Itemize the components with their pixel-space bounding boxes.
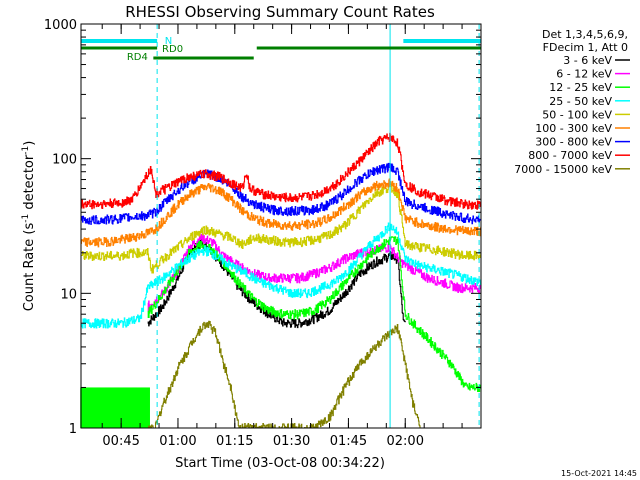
x-tick-label: 02:00 — [387, 434, 424, 449]
y-axis-title-main: Count Rate (s — [22, 223, 37, 312]
legend-entry-label: 25 - 50 keV — [549, 95, 612, 108]
x-tick-label: 01:15 — [216, 434, 253, 449]
x-tick-label: 00:45 — [102, 434, 139, 449]
x-tick-label: 01:30 — [273, 434, 310, 449]
y-tick-label: 1000 — [44, 18, 77, 33]
series-line — [147, 233, 482, 312]
chart-title: RHESSI Observing Summary Count Rates — [125, 3, 435, 21]
flag-label-rd0: RD0 — [162, 44, 183, 55]
y-tick-label: 100 — [52, 153, 77, 168]
series-line — [80, 182, 482, 274]
legend-header-line: Det 1,3,4,5,6,9, — [542, 28, 628, 41]
y-axis-title: Count Rate (s-1 detector-1) — [21, 141, 37, 312]
series-12-25-kev — [147, 236, 482, 392]
y-tick-label: 10 — [60, 287, 77, 302]
y-axis-title-mid: detector — [22, 154, 37, 214]
series-800-7000-kev — [80, 132, 482, 210]
series-7000-15000-kev — [147, 320, 421, 429]
series-100-300-kev — [80, 178, 482, 248]
y-tick-label: 1 — [69, 422, 77, 437]
x-tick-label: 01:00 — [159, 434, 196, 449]
x-tick-label: 01:45 — [330, 434, 367, 449]
legend: Det 1,3,4,5,6,9,FDecim 1, Att 03 - 6 keV… — [514, 28, 630, 176]
plot-frame — [80, 23, 482, 429]
legend-entry-label: 3 - 6 keV — [563, 54, 612, 67]
legend-entry-label: 12 - 25 keV — [549, 81, 612, 94]
series-line — [80, 222, 482, 329]
series-line — [147, 236, 482, 392]
series-6-12-kev — [147, 233, 482, 312]
x-axis-title: Start Time (03-Oct-08 00:34:22) — [175, 456, 385, 471]
legend-header-line: FDecim 1, Att 0 — [543, 41, 628, 54]
series-50-100-kev — [80, 182, 482, 274]
legend-entry-label: 100 - 300 keV — [535, 122, 612, 135]
legend-entry-label: 7000 - 15000 keV — [514, 163, 612, 176]
legend-entry-label: 6 - 12 keV — [556, 68, 612, 81]
timestamp: 15-Oct-2021 14:45 — [561, 469, 637, 478]
series-line — [147, 320, 421, 429]
series-300-800-kev — [80, 162, 482, 225]
low-count-hatch — [80, 387, 150, 428]
series-25-50-kev — [80, 222, 482, 329]
series-line — [80, 162, 482, 225]
flag-label-rd4: RD4 — [127, 52, 148, 63]
axes: 1 10 100 1000 00:45 01:00 01:15 01:30 01:45 02:00 — [44, 18, 482, 449]
y-axis-title-sup1: -1 — [21, 214, 31, 223]
flag-label-n: N — [165, 36, 172, 47]
legend-entry-label: 50 - 100 keV — [542, 108, 612, 121]
y-axis-title-end: ) — [22, 141, 37, 146]
legend-entry-label: 800 - 7000 keV — [528, 149, 612, 162]
y-axis-title-sup2: -1 — [21, 146, 31, 155]
series-line — [80, 178, 482, 248]
legend-entry-label: 300 - 800 keV — [535, 136, 612, 149]
series-line — [80, 132, 482, 210]
